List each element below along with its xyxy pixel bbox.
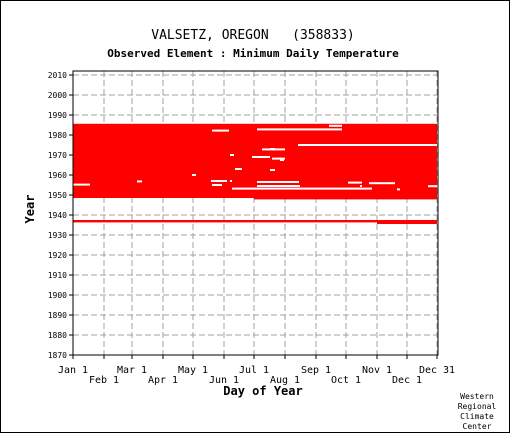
chart-title: VALSETZ, OREGON (358833) (151, 28, 355, 43)
y-axis-label: Year (23, 195, 37, 224)
y-tick-label: 2000 (48, 91, 67, 100)
chart-subtitle: Observed Element : Minimum Daily Tempera… (107, 47, 399, 60)
x-tick-label: Apr 1 (148, 375, 178, 386)
missing-data-gap (257, 185, 300, 187)
data-coverage-stub (377, 221, 437, 224)
y-tick-label: 1900 (48, 291, 67, 300)
x-tick-label: May 1 (178, 365, 208, 376)
y-tick-label: 1890 (48, 311, 67, 320)
missing-data-gap (369, 182, 395, 185)
y-tick-label: 1980 (48, 131, 67, 140)
missing-data-gap (397, 188, 400, 191)
missing-data-gap (212, 129, 229, 132)
credit-line: Regional (458, 402, 497, 411)
x-tick-label: Oct 1 (331, 375, 361, 386)
y-tick-label: 1920 (48, 251, 67, 260)
x-tick-label: Aug 1 (270, 375, 300, 386)
y-tick-label: 1910 (48, 271, 67, 280)
y-tick-label: 1960 (48, 171, 67, 180)
missing-data-gap (212, 184, 222, 186)
missing-data-gap (192, 174, 196, 176)
missing-data-gap (230, 180, 232, 182)
y-tick-label: 2010 (48, 71, 67, 80)
missing-data-gap (428, 185, 437, 188)
missing-data-gap (257, 181, 299, 183)
x-tick-label: Jun 1 (209, 375, 239, 386)
y-tick-label: 1950 (48, 191, 67, 200)
x-axis: Jan 1 Mar 1 May 1 Jul 1 Sep 1 Nov 1 Dec 31 Feb … (58, 355, 455, 386)
missing-data-gap (137, 180, 142, 183)
y-tick-label: 1970 (48, 151, 67, 160)
gap-layer (73, 124, 437, 191)
y-tick-label: 1880 (48, 331, 67, 340)
missing-data-gap (348, 181, 362, 184)
x-tick-label: Dec 1 (392, 375, 422, 386)
y-tick-label: 1940 (48, 211, 67, 220)
missing-data-gap (257, 128, 342, 131)
x-tick-label: Dec 31 (419, 365, 455, 376)
x-tick-label: Nov 1 (362, 365, 392, 376)
y-axis: 1870 1880 1890 1900 1910 1920 1930 1940 1950 1960… (48, 71, 73, 360)
y-tick-label: 1930 (48, 231, 67, 240)
data-coverage-block (73, 123, 437, 198)
data-coverage-block (73, 220, 437, 223)
x-axis-label: Day of Year (223, 384, 302, 398)
missing-data-gap (73, 183, 90, 186)
missing-data-gap (329, 124, 342, 127)
missing-data-gap (230, 154, 234, 156)
x-tick-label: Jan 1 (58, 365, 88, 376)
x-tick-label: Jul 1 (239, 365, 269, 376)
missing-data-gap (252, 156, 270, 158)
credit-block: Western Regional Climate Center (458, 392, 497, 431)
missing-data-gap (280, 159, 284, 161)
missing-data-gap (211, 180, 227, 182)
credit-line: Western (460, 392, 494, 401)
x-tick-label: Sep 1 (301, 365, 331, 376)
credit-line: Center (463, 422, 492, 431)
y-tick-label: 1870 (48, 351, 67, 360)
x-tick-label: Mar 1 (117, 365, 147, 376)
credit-line: Climate (460, 412, 494, 421)
grid-layer (72, 71, 438, 356)
missing-data-gap (360, 185, 362, 187)
missing-data-gap (270, 169, 275, 171)
missing-data-gap (262, 148, 285, 151)
missing-data-gap (272, 157, 285, 160)
x-tick-label: Feb 1 (89, 375, 119, 386)
plot-area (72, 70, 439, 356)
missing-data-gap (232, 187, 372, 190)
y-tick-label: 1990 (48, 111, 67, 120)
data-coverage-stub (254, 197, 437, 200)
missing-data-gap (298, 144, 437, 146)
missing-data-gap (235, 168, 242, 170)
data-layer (73, 123, 437, 224)
